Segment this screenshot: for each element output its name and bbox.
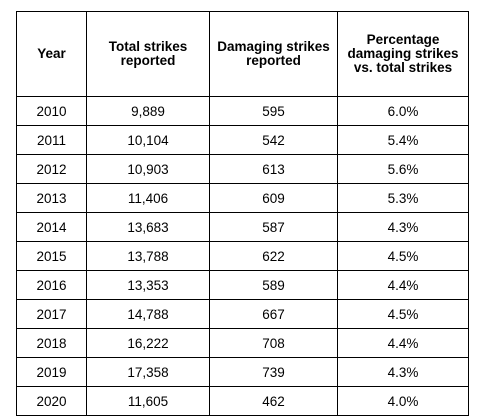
cell-year: 2014 <box>16 212 87 242</box>
table-row: 2017 14,788 667 4.5% <box>16 299 469 329</box>
cell-year: 2019 <box>16 357 87 387</box>
header-total-strikes: Total strikes reported <box>86 11 210 97</box>
cell-damaging-strikes: 589 <box>209 270 338 300</box>
header-percentage: Percentage damaging strikes vs. total st… <box>337 11 469 97</box>
table-row: 2015 13,788 622 4.5% <box>16 241 469 271</box>
table-row: 2014 13,683 587 4.3% <box>16 212 469 242</box>
table-row: 2018 16,222 708 4.4% <box>16 328 469 358</box>
cell-year: 2018 <box>16 328 87 358</box>
cell-percentage: 4.5% <box>337 241 469 271</box>
cell-total-strikes: 13,788 <box>86 241 210 271</box>
cell-total-strikes: 16,222 <box>86 328 210 358</box>
cell-damaging-strikes: 587 <box>209 212 338 242</box>
cell-year: 2010 <box>16 96 87 126</box>
table-row: 2012 10,903 613 5.6% <box>16 154 469 184</box>
cell-total-strikes: 13,353 <box>86 270 210 300</box>
cell-total-strikes: 11,406 <box>86 183 210 213</box>
cell-total-strikes: 10,903 <box>86 154 210 184</box>
cell-total-strikes: 17,358 <box>86 357 210 387</box>
header-row: Year Total strikes reported Damaging str… <box>16 11 469 97</box>
table-row: 2016 13,353 589 4.4% <box>16 270 469 300</box>
table-row: 2019 17,358 739 4.3% <box>16 357 469 387</box>
strikes-table: Year Total strikes reported Damaging str… <box>16 11 469 416</box>
cell-year: 2012 <box>16 154 87 184</box>
cell-percentage: 4.4% <box>337 328 469 358</box>
cell-year: 2020 <box>16 386 87 416</box>
cell-total-strikes: 14,788 <box>86 299 210 329</box>
cell-percentage: 5.3% <box>337 183 469 213</box>
cell-damaging-strikes: 739 <box>209 357 338 387</box>
cell-damaging-strikes: 708 <box>209 328 338 358</box>
header-damaging-strikes: Damaging strikes reported <box>209 11 338 97</box>
cell-percentage: 4.0% <box>337 386 469 416</box>
cell-year: 2013 <box>16 183 87 213</box>
cell-damaging-strikes: 595 <box>209 96 338 126</box>
cell-year: 2017 <box>16 299 87 329</box>
table-row: 2020 11,605 462 4.0% <box>16 386 469 416</box>
table-row: 2010 9,889 595 6.0% <box>16 96 469 126</box>
table-row: 2013 11,406 609 5.3% <box>16 183 469 213</box>
cell-percentage: 4.4% <box>337 270 469 300</box>
header-year: Year <box>16 11 87 97</box>
cell-damaging-strikes: 462 <box>209 386 338 416</box>
cell-percentage: 5.4% <box>337 125 469 155</box>
cell-total-strikes: 10,104 <box>86 125 210 155</box>
cell-damaging-strikes: 609 <box>209 183 338 213</box>
cell-damaging-strikes: 622 <box>209 241 338 271</box>
table-row: 2011 10,104 542 5.4% <box>16 125 469 155</box>
cell-percentage: 6.0% <box>337 96 469 126</box>
cell-total-strikes: 13,683 <box>86 212 210 242</box>
cell-damaging-strikes: 667 <box>209 299 338 329</box>
cell-year: 2016 <box>16 270 87 300</box>
cell-year: 2015 <box>16 241 87 271</box>
cell-damaging-strikes: 542 <box>209 125 338 155</box>
cell-damaging-strikes: 613 <box>209 154 338 184</box>
cell-total-strikes: 11,605 <box>86 386 210 416</box>
cell-percentage: 4.3% <box>337 212 469 242</box>
cell-year: 2011 <box>16 125 87 155</box>
cell-percentage: 4.5% <box>337 299 469 329</box>
cell-percentage: 4.3% <box>337 357 469 387</box>
cell-total-strikes: 9,889 <box>86 96 210 126</box>
cell-percentage: 5.6% <box>337 154 469 184</box>
